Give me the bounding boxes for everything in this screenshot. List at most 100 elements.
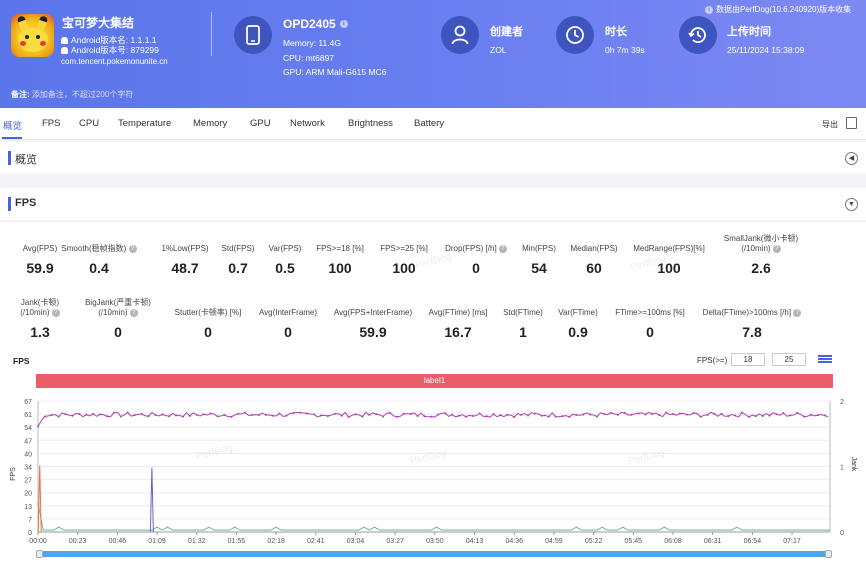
y-tick-label: 67 <box>24 399 32 406</box>
fps-point <box>389 411 391 414</box>
metric-label: FPS>=18 [%] <box>316 244 364 253</box>
tab-fps[interactable]: FPS <box>42 118 61 129</box>
help-icon[interactable]: ? <box>129 308 138 317</box>
x-tick-label: 01:09 <box>148 538 166 545</box>
x-tick-label: 03:04 <box>347 538 365 545</box>
fps-point <box>278 412 281 415</box>
fps-point <box>540 414 543 417</box>
remark-row[interactable]: 备注: 添加备注，不超过200个字符 <box>11 89 133 100</box>
tab-temperature[interactable]: Temperature <box>118 118 172 129</box>
remark-input[interactable]: 添加备注，不超过200个字符 <box>31 90 134 99</box>
tab-brightness[interactable]: Brightness <box>348 118 393 129</box>
metric-value: 0.7 <box>228 260 248 276</box>
fps-point <box>754 415 757 418</box>
export-button[interactable]: 导出 <box>822 120 838 129</box>
fps-point <box>437 413 440 416</box>
tab-bar: 概览 FPS CPU Temperature Memory GPU Networ… <box>0 108 866 140</box>
help-icon[interactable]: ? <box>772 244 781 253</box>
fps-point <box>147 415 150 418</box>
metric-value: 0 <box>204 324 212 340</box>
metric-value: 1.3 <box>30 324 50 340</box>
metric-r1-1: Smooth(稳帧指数) ? 0.4 <box>39 244 159 276</box>
fps-point <box>492 413 495 416</box>
metric-label: Var(FPS) <box>268 244 302 253</box>
help-icon[interactable]: ? <box>51 308 60 317</box>
label-band[interactable]: label1 <box>36 374 833 388</box>
help-icon[interactable]: ? <box>793 308 802 317</box>
tab-battery[interactable]: Battery <box>414 118 445 129</box>
fps-point <box>354 413 357 416</box>
fps-panel: Avg(FPS) 59.9 Smooth(稳帧指数) ? 0.4 1%Low(FPS) 4… <box>0 221 866 563</box>
app-name: 宝可梦大集结 <box>62 16 135 30</box>
tab-memory[interactable]: Memory <box>193 118 228 129</box>
fps-point <box>782 412 785 415</box>
fps-point <box>250 413 253 416</box>
fps-threshold-input-1[interactable]: 18 <box>731 353 765 366</box>
x-tick-label: 06:31 <box>704 538 722 545</box>
metric-label: Std(FTime) <box>503 308 543 317</box>
export-icon[interactable] <box>846 117 857 129</box>
help-icon[interactable]: ? <box>498 244 507 253</box>
metric-value: 48.7 <box>171 260 199 276</box>
fps-point <box>478 412 481 415</box>
app-package: com.tencent.pokemonunite.cn <box>61 57 168 66</box>
y-tick-label: 34 <box>24 465 32 472</box>
legend-toggle-icon[interactable] <box>818 355 832 363</box>
fps-point <box>292 412 295 415</box>
y-tick-label: 47 <box>24 438 32 445</box>
collapse-down-icon[interactable]: ▼ <box>845 198 858 211</box>
tab-cpu[interactable]: CPU <box>79 118 100 129</box>
x-tick-label: 05:45 <box>625 538 643 545</box>
fps-point <box>368 413 371 416</box>
device-name: OPD2405 <box>283 17 336 31</box>
metric-r2-9: Delta(FTime)>100ms [/h] ? 7.8 <box>692 308 812 340</box>
metric-r1-0: Avg(FPS) 59.9 <box>0 244 100 276</box>
device-cpu: CPU: mt6897 <box>283 53 335 63</box>
creator-title: 创建者 <box>490 26 523 38</box>
fps-point <box>637 412 640 415</box>
y-tick-label: 0 <box>28 530 32 537</box>
fps-point <box>347 415 350 418</box>
phone-icon <box>234 16 272 54</box>
metric-value: 100 <box>657 260 681 276</box>
fps-point <box>761 414 764 417</box>
history-icon <box>679 16 717 54</box>
fps-point <box>796 411 799 414</box>
report-header: 宝可梦大集结 Android版本名: 1.1.1.1 Android版本号: 8… <box>0 0 866 108</box>
fps-threshold-input-2[interactable]: 25 <box>772 353 806 366</box>
fps-point <box>209 412 212 415</box>
fps-point <box>458 414 461 417</box>
fps-point <box>720 412 723 415</box>
fps-point <box>375 413 378 416</box>
fps-point <box>810 413 813 416</box>
fps-point <box>154 413 157 416</box>
y-tick-label: 40 <box>24 451 32 458</box>
metric-label: FPS>=25 [%] <box>380 244 428 253</box>
fps-point <box>471 414 474 417</box>
metric-label: FTime>=100ms [%] <box>615 308 685 317</box>
jank-spike <box>149 467 154 533</box>
tab-gpu[interactable]: GPU <box>250 118 271 129</box>
fps-point <box>92 412 95 415</box>
collapse-left-icon[interactable]: ◀ <box>845 152 858 165</box>
metric-label: Std(FPS) <box>221 244 255 253</box>
scrollbar-handle-right[interactable] <box>825 550 832 558</box>
fps-point <box>596 415 599 418</box>
section-accent <box>8 151 11 165</box>
info-icon[interactable]: i <box>339 20 348 28</box>
metric-value: 0.5 <box>275 260 295 276</box>
y-tick-label: 54 <box>24 425 32 432</box>
time-range-scrollbar[interactable] <box>36 550 832 558</box>
fps-point <box>630 413 633 416</box>
metric-label-unit: (/10min) ? <box>701 244 821 254</box>
tab-overview[interactable]: 概览 <box>3 121 23 132</box>
fps-point <box>50 413 53 416</box>
fps-point <box>451 413 454 416</box>
metric-value: 59.9 <box>359 324 387 340</box>
scrollbar-handle-left[interactable] <box>36 550 43 558</box>
fps-point <box>685 413 688 416</box>
metric-value: 0 <box>284 324 292 340</box>
help-icon[interactable]: ? <box>128 244 137 253</box>
x-tick-label: 01:55 <box>228 538 246 545</box>
tab-network[interactable]: Network <box>290 118 325 129</box>
